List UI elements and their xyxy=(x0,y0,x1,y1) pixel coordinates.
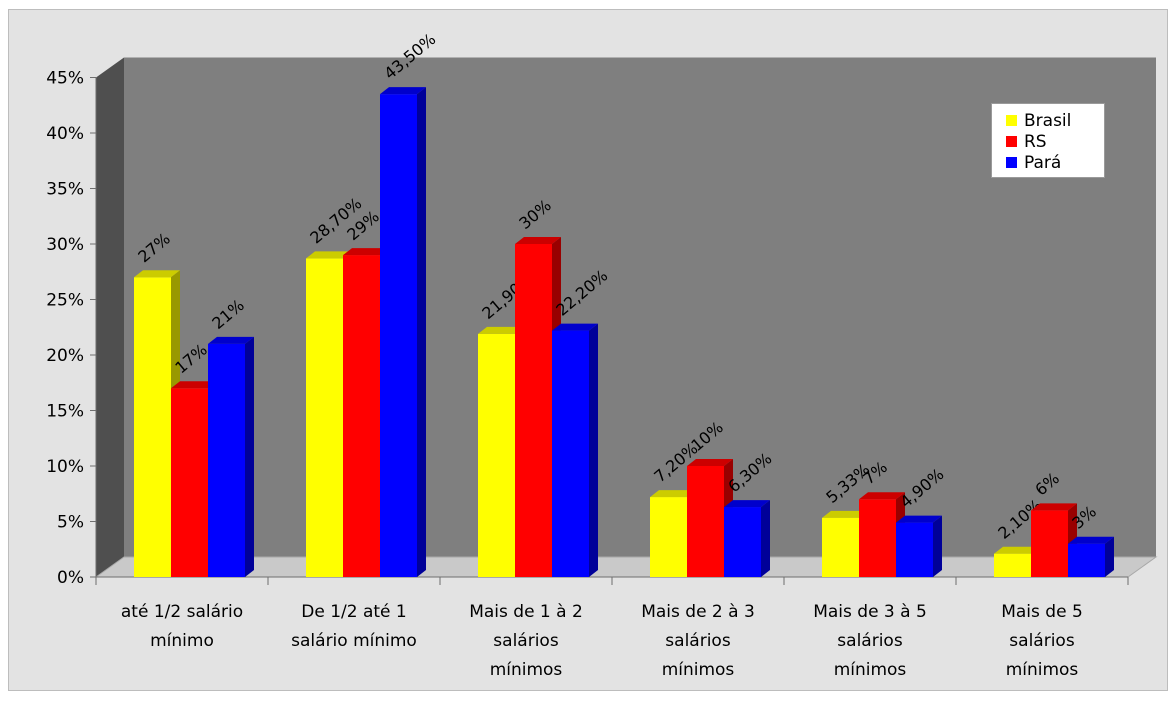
y-tick-label: 10% xyxy=(46,457,84,477)
x-category-label: mínimos xyxy=(490,660,563,680)
x-category-label: Mais de 3 à 5 xyxy=(813,602,927,622)
legend-label-rs: RS xyxy=(1024,131,1047,152)
x-category-label: salários xyxy=(493,631,559,651)
x-category-label: mínimos xyxy=(662,660,735,680)
y-tick-label: 40% xyxy=(46,124,84,144)
bar-side-pará xyxy=(761,500,770,577)
x-category-label: salários xyxy=(1009,631,1075,651)
bar-rs xyxy=(859,499,896,577)
bar-top-brasil xyxy=(994,546,1040,554)
bar-brasil xyxy=(134,277,171,577)
bar-pará xyxy=(896,522,933,577)
y-tick-label: 35% xyxy=(46,180,84,200)
bar-side-pará xyxy=(417,87,426,578)
bar-top-rs xyxy=(859,492,905,500)
bar-brasil xyxy=(650,497,687,577)
bar-pará xyxy=(208,343,245,577)
bar-top-rs xyxy=(343,248,389,256)
x-category-label: salários xyxy=(837,631,903,651)
x-category-label: salário mínimo xyxy=(291,631,417,651)
bar-brasil xyxy=(994,553,1031,577)
legend-swatch-brasil xyxy=(1006,115,1017,126)
legend-item-para: Pará xyxy=(1006,152,1104,173)
bar-pará xyxy=(724,507,761,577)
bar-top-rs xyxy=(171,381,217,389)
bar-top-rs xyxy=(687,459,733,466)
bar-top-brasil xyxy=(478,326,524,334)
legend-swatch-para xyxy=(1006,157,1017,168)
bar-rs xyxy=(343,255,380,577)
x-category-label: Mais de 5 xyxy=(1001,602,1083,622)
bar-pará xyxy=(552,330,589,577)
x-category-label: De 1/2 até 1 xyxy=(301,602,406,622)
chart-legend: Brasil RS Pará xyxy=(991,103,1105,178)
y-tick-label: 0% xyxy=(57,568,84,588)
bar-top-brasil xyxy=(822,510,868,518)
y-tick-label: 20% xyxy=(46,346,84,366)
x-category-label: mínimos xyxy=(1006,660,1079,680)
bar-brasil xyxy=(822,517,859,577)
x-category-label: até 1/2 salário xyxy=(121,602,243,622)
bar-brasil xyxy=(306,258,343,577)
bar-rs xyxy=(171,388,208,577)
bar-side-pará xyxy=(589,323,598,577)
x-category-label: salários xyxy=(665,631,731,651)
legend-swatch-rs xyxy=(1006,136,1017,147)
bar-top-pará xyxy=(724,500,770,508)
bar-top-pará xyxy=(1068,536,1114,544)
legend-item-brasil: Brasil xyxy=(1006,110,1104,131)
x-category-label: mínimo xyxy=(150,631,214,651)
bar-side-pará xyxy=(933,515,942,577)
bar-top-brasil xyxy=(134,270,180,278)
bar-top-rs xyxy=(515,237,561,244)
y-tick-label: 15% xyxy=(46,402,84,422)
bar-side-pará xyxy=(245,336,254,577)
bar-rs xyxy=(687,466,724,577)
legend-label-brasil: Brasil xyxy=(1024,110,1072,131)
bar-rs xyxy=(515,244,552,577)
bar-top-pará xyxy=(896,515,942,523)
y-tick-label: 45% xyxy=(46,69,84,89)
bar-pará xyxy=(1068,543,1105,577)
bar-brasil xyxy=(478,333,515,577)
bar-top-pará xyxy=(552,323,598,331)
bar-pará xyxy=(380,94,417,578)
bar-top-brasil xyxy=(650,490,696,498)
bar-side-pará xyxy=(1105,536,1114,577)
legend-label-para: Pará xyxy=(1024,152,1062,173)
bar-top-pará xyxy=(380,87,426,95)
bar-top-rs xyxy=(1031,503,1077,511)
y-tick-label: 5% xyxy=(57,513,84,533)
bar-top-brasil xyxy=(306,251,352,259)
legend-item-rs: RS xyxy=(1006,131,1104,152)
chart-side-wall xyxy=(96,57,124,577)
bar-rs xyxy=(1031,510,1068,577)
x-category-label: mínimos xyxy=(834,660,907,680)
y-tick-label: 30% xyxy=(46,235,84,255)
bar-top-pará xyxy=(208,336,254,344)
x-category-label: Mais de 1 à 2 xyxy=(469,602,583,622)
x-category-label: Mais de 2 à 3 xyxy=(641,602,755,622)
y-tick-label: 25% xyxy=(46,291,84,311)
